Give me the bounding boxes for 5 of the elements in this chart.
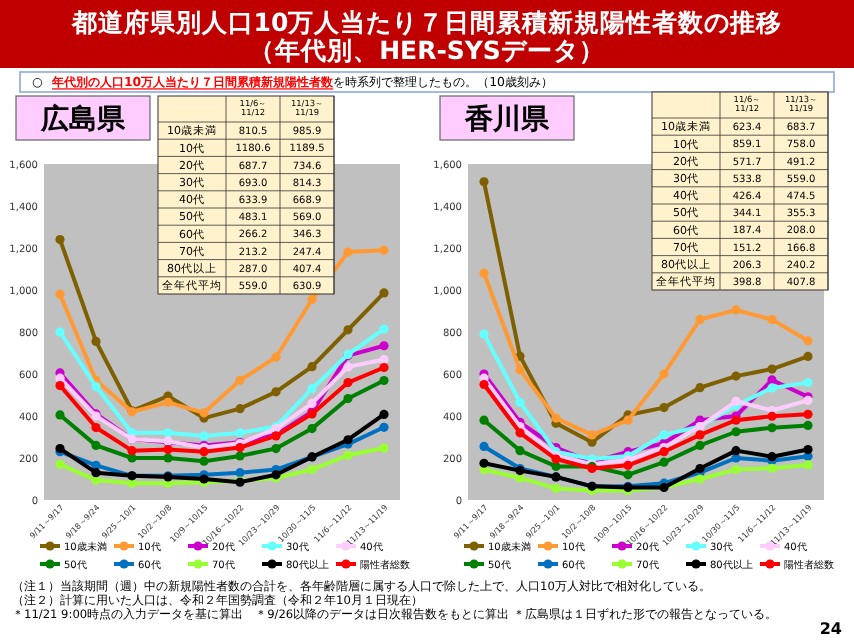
text: 24 [819,620,843,638]
text: （年代別、HER-SYSデータ） [249,34,605,65]
text: 都道府県別人口10万人当たり７日間累積新規陽性者数の推移 [69,6,783,37]
chart-title: 香川県 [463,103,551,136]
chart-title: 広島県 [39,101,127,136]
